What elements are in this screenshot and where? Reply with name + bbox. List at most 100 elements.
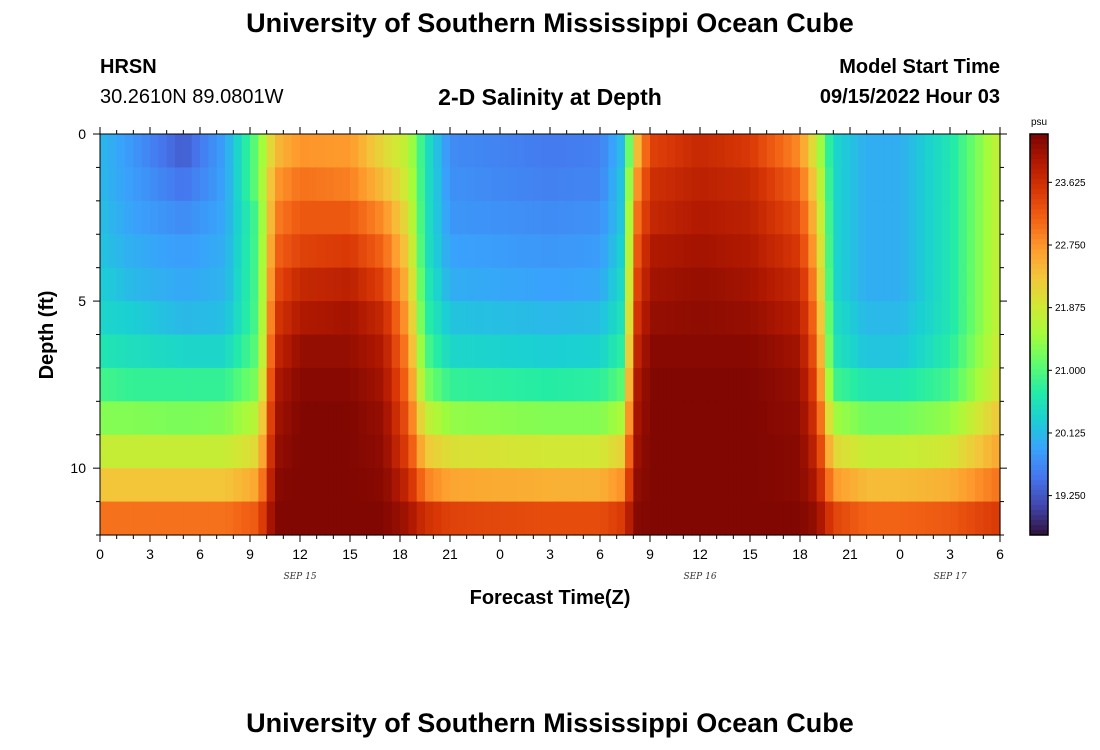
heatmap-cell xyxy=(291,200,301,235)
heatmap-cell xyxy=(566,134,576,169)
heatmap-cell xyxy=(791,267,801,302)
heatmap-cell xyxy=(516,367,526,402)
x-date-label: SEP 16 xyxy=(683,572,716,582)
heatmap-cell xyxy=(591,134,601,169)
heatmap-cell xyxy=(283,401,293,436)
heatmap-cell xyxy=(341,367,351,402)
heatmap-cell xyxy=(475,134,484,169)
heatmap-cell xyxy=(566,401,576,436)
heatmap-cell xyxy=(783,501,793,536)
heatmap-cell xyxy=(933,334,943,369)
heatmap-cell xyxy=(125,501,134,536)
heatmap-cell xyxy=(108,301,118,336)
heatmap-cell xyxy=(800,134,809,169)
heatmap-cell xyxy=(916,434,926,469)
heatmap-cell xyxy=(500,334,509,369)
heatmap-cell xyxy=(141,134,151,169)
heatmap-cell xyxy=(141,434,151,469)
heatmap-cell xyxy=(208,134,218,169)
heatmap-cell xyxy=(508,200,518,235)
colorbar-swatch xyxy=(1030,164,1048,170)
heatmap-cell xyxy=(625,468,634,503)
heatmap-cell xyxy=(125,301,134,336)
heatmap-cell xyxy=(966,468,976,503)
heatmap-cell xyxy=(258,134,268,169)
heatmap-cell xyxy=(283,468,293,503)
heatmap-cell xyxy=(450,267,459,302)
heatmap-cell xyxy=(650,301,659,336)
heatmap-cell xyxy=(641,167,651,202)
heatmap-cell xyxy=(625,234,634,269)
heatmap-cell xyxy=(700,134,709,169)
heatmap-cell xyxy=(666,468,676,503)
heatmap-cell xyxy=(408,234,418,269)
heatmap-cell xyxy=(583,468,593,503)
heatmap-cell xyxy=(516,501,526,536)
heatmap-cell xyxy=(183,301,193,336)
heatmap-cell xyxy=(958,468,968,503)
heatmap-cell xyxy=(783,401,793,436)
heatmap-cell xyxy=(375,367,384,402)
heatmap-cell xyxy=(883,434,893,469)
heatmap-cell xyxy=(725,468,734,503)
heatmap-cell xyxy=(316,401,326,436)
heatmap-cell xyxy=(858,134,868,169)
heatmap-cell xyxy=(308,501,318,536)
heatmap-cell xyxy=(375,301,384,336)
heatmap-cell xyxy=(716,367,726,402)
heatmap-cell xyxy=(666,334,676,369)
heatmap-cell xyxy=(458,501,468,536)
heatmap-cell xyxy=(991,468,1001,503)
heatmap-cell xyxy=(266,267,276,302)
heatmap-cell xyxy=(625,334,634,369)
heatmap-cell xyxy=(758,301,768,336)
colorbar-label: 20.125 xyxy=(1055,428,1086,439)
colorbar-frame xyxy=(1029,133,1049,536)
heatmap-cell xyxy=(275,468,284,503)
colorbar-swatch xyxy=(1030,174,1048,180)
heatmap-cell xyxy=(308,401,318,436)
heatmap-cell xyxy=(300,367,309,402)
heatmap-cell xyxy=(891,267,901,302)
heatmap-cell xyxy=(200,267,209,302)
heatmap-cell xyxy=(200,234,209,269)
heatmap-cell xyxy=(575,200,584,235)
heatmap-cell xyxy=(250,167,259,202)
heatmap-cell xyxy=(866,367,876,402)
heatmap-cell xyxy=(591,367,601,402)
heatmap-cell xyxy=(550,334,559,369)
heatmap-cell xyxy=(333,367,343,402)
heatmap-cell xyxy=(158,334,168,369)
heatmap-cell xyxy=(416,401,426,436)
heatmap-cell xyxy=(375,134,384,169)
heatmap-cell xyxy=(925,434,934,469)
heatmap-cell xyxy=(433,134,443,169)
heatmap-cell xyxy=(741,200,751,235)
heatmap-cell xyxy=(675,334,684,369)
x-tick-label: 0 xyxy=(896,546,904,562)
heatmap-cell xyxy=(433,434,443,469)
heatmap-cell xyxy=(666,301,676,336)
colorbar-label: 19.250 xyxy=(1055,491,1086,502)
heatmap-cell xyxy=(758,234,768,269)
heatmap-cell xyxy=(591,468,601,503)
heatmap-cell xyxy=(458,200,468,235)
heatmap-cell xyxy=(225,367,234,402)
heatmap-cell xyxy=(458,234,468,269)
colorbar-swatch xyxy=(1030,194,1048,200)
heatmap-cell xyxy=(366,367,376,402)
heatmap-cell xyxy=(425,367,434,402)
colorbar-swatch xyxy=(1030,239,1048,245)
heatmap-cell xyxy=(641,301,651,336)
heatmap-cell xyxy=(458,134,468,169)
heatmap-cell xyxy=(883,501,893,536)
heatmap-cell xyxy=(900,301,909,336)
heatmap-cell xyxy=(100,167,109,202)
heatmap-cell xyxy=(958,267,968,302)
heatmap-cell xyxy=(483,134,493,169)
heatmap-cell xyxy=(841,167,851,202)
heatmap-cell xyxy=(683,167,693,202)
heatmap-cell xyxy=(491,334,501,369)
colorbar-swatch xyxy=(1030,414,1048,421)
heatmap-cell xyxy=(808,134,818,169)
